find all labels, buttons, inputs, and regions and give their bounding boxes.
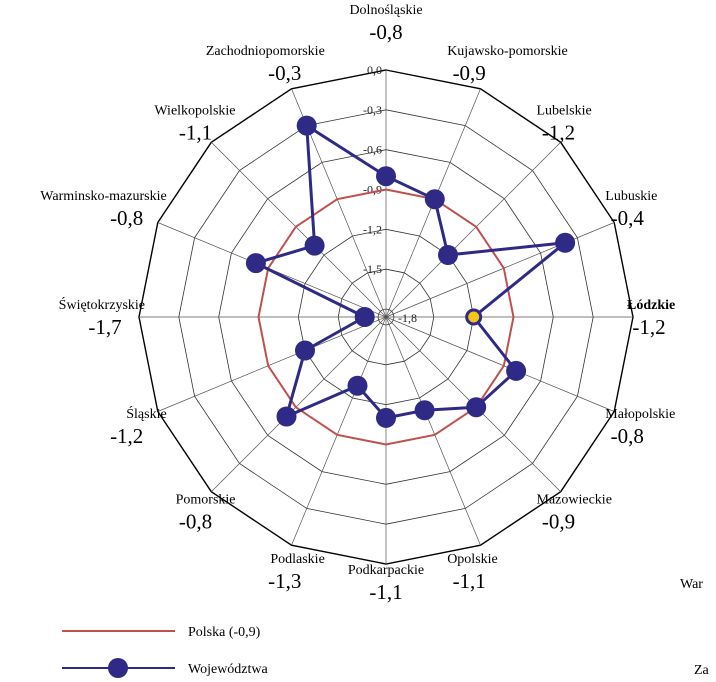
scale-tick-label: -0,6	[363, 143, 382, 157]
axis-label-group: Warminsko-mazurskie -0,8	[40, 189, 166, 230]
axis-label-group: Kujawsko-pomorskie -0,9	[447, 44, 568, 85]
axis-name: Lubuskie	[605, 189, 657, 204]
data-point	[506, 360, 527, 381]
axis-value-label: -0,8	[110, 206, 143, 230]
axis-label-group: Małopolskie -0,8	[605, 407, 675, 448]
scale-tick-label: -1,2	[363, 222, 382, 236]
data-point	[276, 406, 297, 427]
axis-name: Mazowieckie	[537, 493, 612, 508]
axis-value-label: -1,2	[110, 424, 143, 448]
axis-name: Wielkopolskie	[154, 104, 235, 119]
axis-value-label: -1,2	[632, 315, 665, 339]
axis-labels: Dolnośląskie -0,8 Kujawsko-pomorskie -0,9 Lu…	[40, 3, 675, 604]
scale-tick-label: -1,8	[398, 311, 417, 325]
scale-tick-label: -1,5	[363, 262, 382, 276]
axis-name: Opolskie	[447, 552, 498, 567]
data-point	[376, 407, 396, 428]
grid-spoke	[211, 316, 387, 492]
data-point	[438, 245, 458, 265]
data-point	[414, 400, 435, 421]
axis-name: Kujawsko-pomorskie	[447, 44, 568, 59]
axis-name: Świętokrzyskie	[59, 296, 145, 313]
axis-value-label: -0,8	[611, 424, 644, 448]
data-point	[376, 166, 396, 187]
data-point	[555, 232, 576, 253]
axis-value-label: -1,2	[542, 121, 575, 145]
data-point	[245, 253, 266, 274]
axis-label-group: Wielkopolskie -1,1	[154, 104, 235, 145]
axis-name: Łódzkie	[627, 298, 675, 313]
axis-label-group: Mazowieckie -0,9	[537, 493, 612, 534]
data-point	[424, 189, 445, 210]
grid-spoke	[211, 142, 387, 318]
legend-wojewodztwa-label: Województwa	[188, 662, 269, 677]
axis-value-label: -0,8	[179, 510, 212, 534]
axis-value-label: -1,3	[268, 569, 301, 593]
axis-label-group: Świętokrzyskie -1,7	[59, 296, 145, 339]
axis-name: Zachodniopomorskie	[206, 44, 325, 59]
axis-value-label: -1,1	[369, 580, 402, 604]
polska-series-line	[257, 188, 515, 446]
grid-spoke	[157, 316, 387, 412]
data-point	[296, 115, 317, 136]
axis-name: Śląskie	[126, 405, 166, 422]
axis-name: Warminsko-mazurskie	[40, 189, 166, 204]
axis-label-group: Pomorskie -0,8	[176, 493, 236, 534]
axis-value-label: -0,3	[268, 61, 301, 85]
axis-name: Dolnośląskie	[349, 3, 422, 18]
axis-label-group: Podlaskie -1,3	[268, 552, 325, 593]
legend: Polska (-0,9) Województwa	[62, 625, 269, 678]
axis-name: Małopolskie	[605, 407, 675, 422]
axis-name: Lubelskie	[537, 104, 592, 119]
data-point	[466, 397, 487, 418]
axis-value-label: -1,1	[453, 569, 486, 593]
scale-tick-label: -0,3	[363, 103, 382, 117]
axis-label-group: Śląskie -1,2	[110, 405, 167, 448]
grid-spoke	[385, 316, 615, 412]
legend-polska-label: Polska (-0,9)	[188, 625, 261, 640]
data-point	[304, 235, 325, 256]
axis-value-label: -0,4	[611, 206, 645, 230]
data-point	[354, 307, 375, 327]
axis-name: Podlaskie	[270, 552, 324, 567]
data-point-highlight	[465, 308, 483, 326]
axis-label-group: Podkarpackie -1,1	[348, 563, 424, 604]
axis-value-label: -0,9	[542, 510, 575, 534]
grid-spoke	[385, 222, 615, 318]
axis-label-group: Łódzkie -1,2	[627, 298, 675, 339]
clipped-text-2: Za	[694, 663, 710, 678]
data-point	[347, 375, 368, 396]
axis-value-label: -1,1	[179, 121, 212, 145]
grid-spoke	[385, 142, 561, 318]
clipped-text-1: War	[680, 577, 703, 592]
axis-value-label: -0,8	[369, 20, 402, 44]
grid-spoke	[291, 316, 387, 546]
axis-label-group: Dolnośląskie -0,8	[349, 3, 422, 44]
scale-tick-label: 0,0	[367, 63, 382, 77]
axis-name: Podkarpackie	[348, 563, 424, 578]
axis-name: Pomorskie	[176, 493, 236, 508]
wojewodztwa-markers	[245, 115, 576, 428]
data-point	[295, 340, 315, 361]
grid-spoke	[385, 316, 481, 546]
axis-label-group: Lubelskie -1,2	[537, 104, 592, 145]
legend-wojewodztwa-swatch-marker	[108, 658, 128, 678]
axis-label-group: Lubuskie -0,4	[605, 189, 657, 230]
axis-label-group: Zachodniopomorskie -0,3	[206, 44, 325, 85]
axis-value-label: -1,7	[88, 315, 121, 339]
axis-label-group: Opolskie -1,1	[447, 552, 498, 593]
radial-scale: 0,0-0,3-0,6-0,9-1,2-1,5-1,8	[363, 63, 417, 325]
axis-value-label: -0,9	[453, 61, 486, 85]
